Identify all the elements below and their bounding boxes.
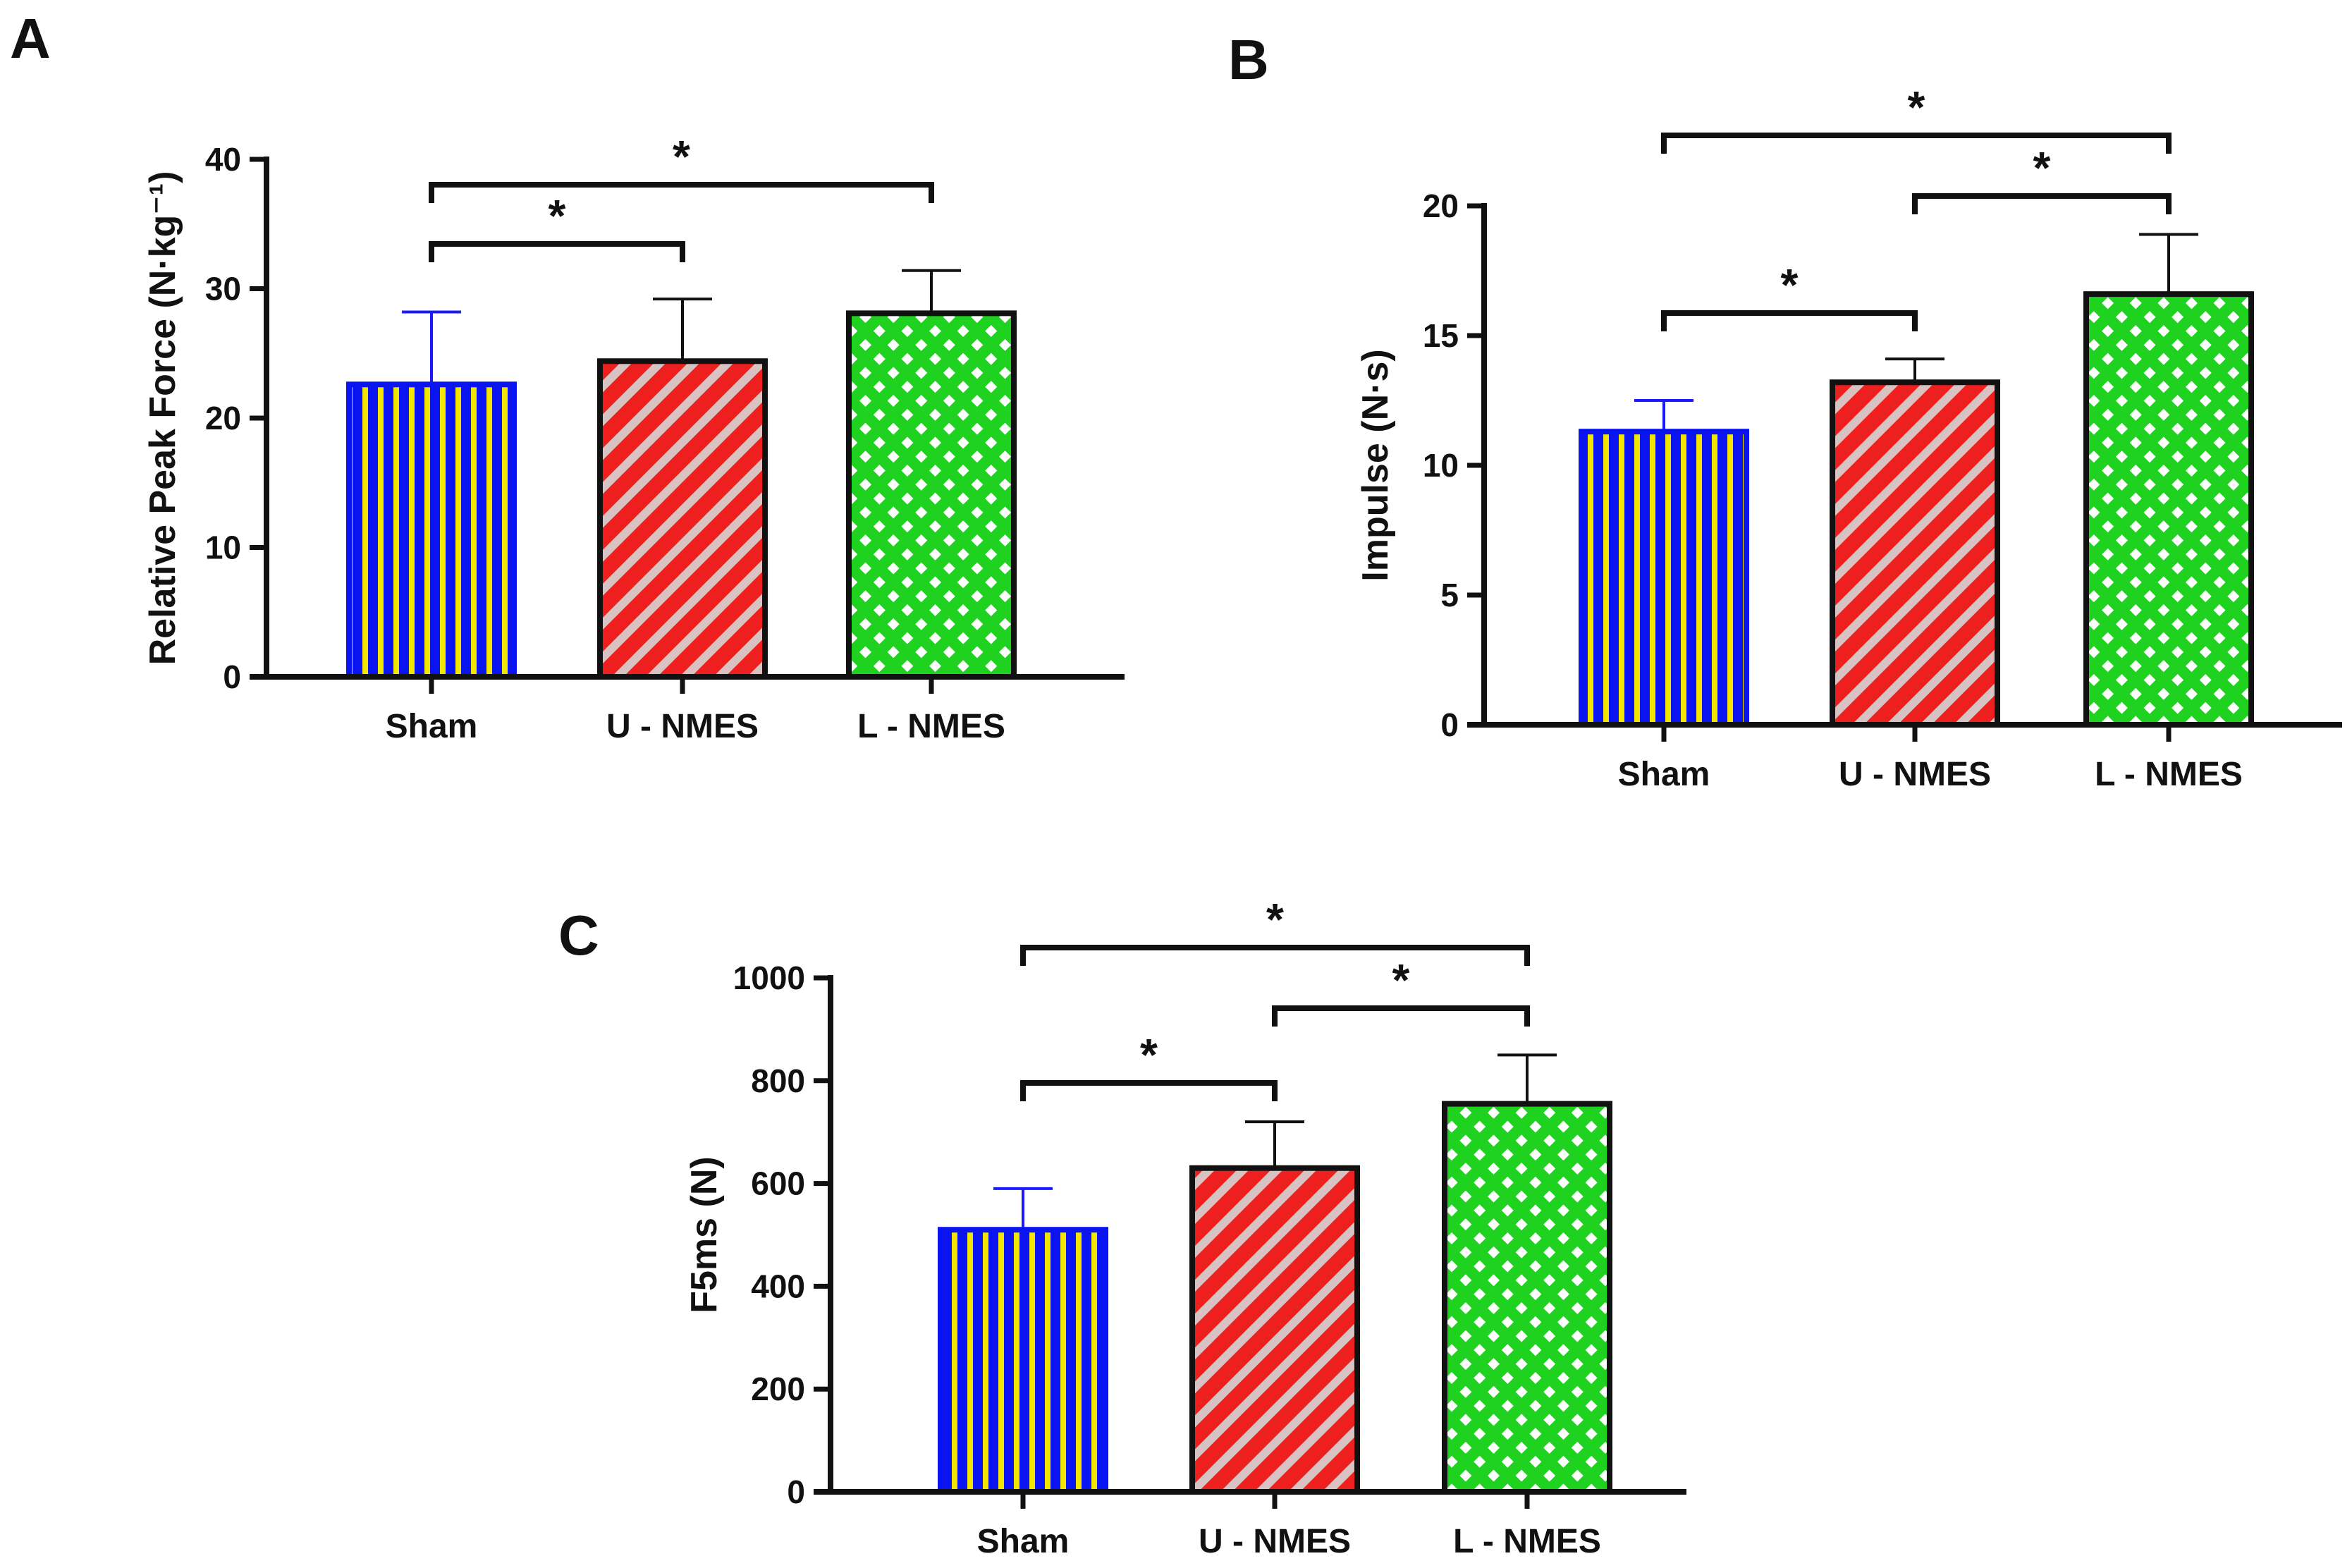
panel-c-category-label-sham: Sham <box>977 1523 1070 1560</box>
panel-b-category-label-u-nmes: U - NMES <box>1839 756 1991 793</box>
panel-b-bar-l-nmes <box>2083 291 2254 728</box>
panel-c-y-tick-label: 600 <box>751 1165 805 1202</box>
panel-b-significance-bracket <box>1912 193 2172 214</box>
chart-panel-b: 0 5 10 15 20 Sham U - NMES L - NMES Impulse (N·s… <box>1355 82 2342 793</box>
panel-b-significance-bracket <box>1661 133 2172 154</box>
panel-c-category-label-l-nmes: L - NMES <box>1453 1523 1601 1560</box>
panel-letter-c: C <box>558 904 599 967</box>
panel-b-bar-u-nmes <box>1830 379 2000 728</box>
panel-b-significance-star: * <box>1908 82 1925 133</box>
panel-c-y-tick-label: 200 <box>751 1371 805 1407</box>
panel-letter-a: A <box>10 7 51 70</box>
panel-a-bar-l-nmes <box>846 310 1017 680</box>
chart-panel-c: 0 200 400 600 800 1000 Sham U - NMES L - NMES F5m… <box>684 894 1686 1560</box>
panel-b-y-tick-label: 15 <box>1423 317 1459 354</box>
panel-c-bar-u-nmes <box>1189 1165 1360 1495</box>
panel-c-y-tick-label: 1000 <box>733 960 805 996</box>
panel-a-y-tick-label: 10 <box>205 529 241 566</box>
panel-c-y-tick-label: 800 <box>751 1062 805 1099</box>
panel-a-significance-bracket <box>429 241 685 262</box>
panel-c-significance-bracket <box>1020 945 1530 966</box>
panel-a-significance-star: * <box>673 131 690 182</box>
panel-c-significance-star: * <box>1266 894 1284 945</box>
panel-a-significance-star: * <box>549 190 566 241</box>
panel-b-bar-sham <box>1579 429 1749 728</box>
panel-c-significance-bracket <box>1272 1005 1530 1027</box>
panel-b-significance-star: * <box>1781 259 1799 310</box>
panel-b-significance-star: * <box>2033 142 2051 193</box>
panel-a-significance-bracket <box>429 182 934 203</box>
panel-a-y-tick-label: 20 <box>205 400 241 436</box>
panel-a-category-label-l-nmes: L - NMES <box>857 708 1005 745</box>
panel-c-y-axis-title: F5ms (N) <box>684 1156 725 1313</box>
panel-c-bar-sham <box>938 1227 1108 1495</box>
panel-c-y-tick-label: 400 <box>751 1268 805 1304</box>
panel-a-y-axis-title: Relative Peak Force (N·kg⁻¹) <box>142 171 183 666</box>
panel-a-bar-sham <box>346 381 517 680</box>
panel-a-category-label-sham: Sham <box>386 708 478 745</box>
panel-c-category-label-u-nmes: U - NMES <box>1199 1523 1351 1560</box>
panel-a-y-tick-label: 0 <box>223 659 241 695</box>
panel-a-bar-u-nmes <box>597 358 768 680</box>
panel-b-y-axis-title: Impulse (N·s) <box>1355 349 1396 581</box>
panel-a-y-tick-label: 40 <box>205 141 241 178</box>
panel-c-y-tick-label: 0 <box>787 1474 805 1510</box>
chart-panel-a: 0 10 20 30 40 Sham U - NMES L - NMES Relative Pe… <box>142 131 1125 745</box>
panel-a-category-label-u-nmes: U - NMES <box>606 708 759 745</box>
panel-b-significance-bracket <box>1661 310 1918 331</box>
panel-b-category-label-l-nmes: L - NMES <box>2095 756 2243 793</box>
panel-b-y-tick-label: 20 <box>1423 188 1459 224</box>
panel-b-category-label-sham: Sham <box>1618 756 1710 793</box>
panel-b-y-tick-label: 0 <box>1440 706 1459 743</box>
panel-c-significance-star: * <box>1140 1029 1158 1080</box>
panel-c-bar-l-nmes <box>1442 1101 1612 1495</box>
panel-b-y-tick-label: 10 <box>1423 447 1459 484</box>
panel-c-significance-star: * <box>1392 955 1410 1005</box>
panel-c-significance-bracket <box>1020 1080 1278 1101</box>
panel-letter-b: B <box>1228 28 1269 91</box>
panel-b-y-tick-label: 5 <box>1440 577 1459 613</box>
panel-a-y-tick-label: 30 <box>205 271 241 307</box>
